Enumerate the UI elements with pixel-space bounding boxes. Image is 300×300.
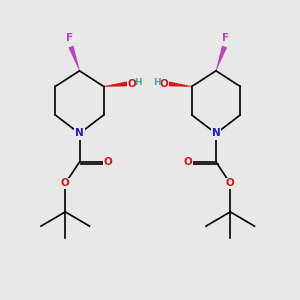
Text: O: O [61, 178, 70, 188]
Text: O: O [103, 157, 112, 167]
Text: F: F [223, 33, 230, 43]
Text: H: H [134, 78, 142, 87]
Text: F: F [66, 33, 73, 43]
Text: O: O [226, 178, 235, 188]
Text: O: O [127, 79, 136, 88]
Polygon shape [216, 46, 227, 71]
Text: H: H [154, 78, 161, 87]
Polygon shape [68, 46, 80, 71]
Text: N: N [212, 128, 220, 139]
Text: O: O [184, 157, 192, 167]
Polygon shape [104, 81, 130, 87]
Polygon shape [166, 81, 192, 87]
Text: O: O [160, 79, 168, 88]
Text: N: N [75, 128, 84, 139]
